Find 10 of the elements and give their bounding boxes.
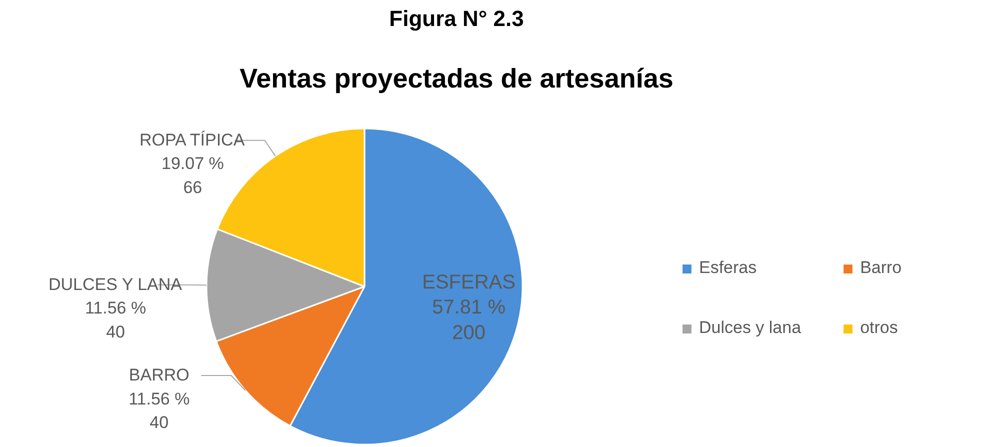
legend-label: Barro xyxy=(860,258,902,278)
chart-title: Figura N° 2.3 xyxy=(389,6,524,31)
data-label: ESFERAS 57.81 % 200 xyxy=(422,271,516,344)
data-label: ROPA TÍPICA 19.07 % 66 xyxy=(139,130,246,197)
legend-label: otros xyxy=(860,318,898,338)
data-label: DULCES Y LANA 11.56 % 40 xyxy=(48,274,183,342)
chart-subtitle: Ventas proyectadas de artesanías xyxy=(240,64,674,94)
legend-label: Dulces y lana xyxy=(699,318,802,338)
data-label: BARRO 11.56 % 40 xyxy=(128,366,190,432)
legend-label: Esferas xyxy=(699,258,757,278)
